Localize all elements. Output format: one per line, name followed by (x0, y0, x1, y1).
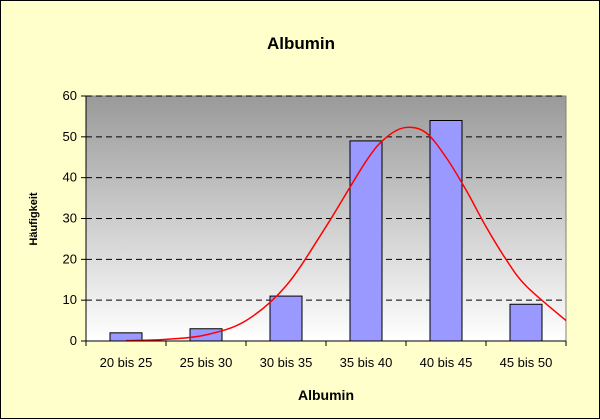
x-tick-label: 40 bis 45 (420, 355, 473, 370)
fit-curve-layer (125, 126, 567, 342)
y-tick-label: 20 (63, 251, 77, 266)
y-tick-label: 10 (63, 292, 77, 307)
chart-title: Albumin (267, 34, 335, 53)
x-tick-label: 25 bis 30 (180, 355, 233, 370)
y-axis-title: Häufigkeit (28, 192, 40, 246)
x-tick-label: 20 bis 25 (100, 355, 153, 370)
x-tick-label: 35 bis 40 (340, 355, 393, 370)
bars (109, 120, 543, 342)
x-tick-labels: 20 bis 25 25 bis 30 30 bis 35 35 bis 40 40 b… (100, 355, 553, 370)
y-tick-label: 0 (70, 333, 77, 348)
bar-30-bis-35 (269, 295, 303, 342)
axes (81, 95, 567, 346)
y-tick-labels: 0 10 20 30 40 50 60 (63, 88, 77, 348)
x-tick-label: 45 bis 50 (500, 355, 553, 370)
x-axis-title: Albumin (298, 387, 354, 403)
y-tick-label: 30 (63, 211, 77, 226)
bar-35-bis-40 (349, 140, 383, 342)
bar-45-bis-50 (509, 303, 543, 342)
y-tick-label: 60 (63, 88, 77, 103)
bar-40-bis-45 (429, 120, 463, 342)
y-tick-label: 40 (63, 170, 77, 185)
normal-fit-curve (125, 126, 567, 342)
gridlines (86, 95, 566, 301)
y-tick-label: 50 (63, 129, 77, 144)
x-tick-label: 30 bis 35 (260, 355, 313, 370)
